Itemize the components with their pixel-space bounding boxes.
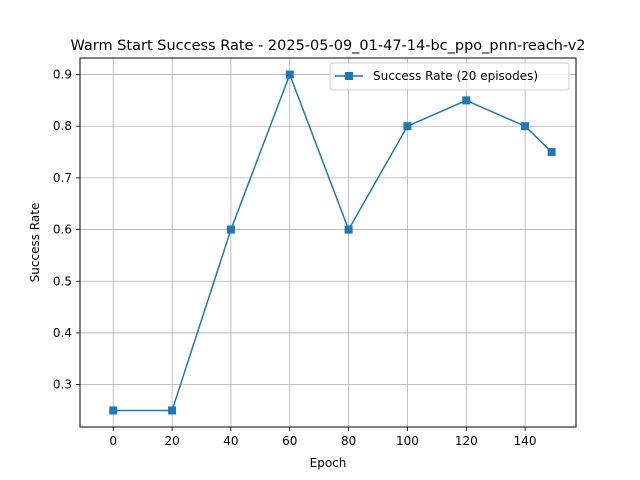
series-layer: [109, 70, 556, 415]
data-point-marker: [462, 96, 471, 105]
legend-label: Success Rate (20 episodes): [373, 69, 538, 83]
axis-ticks: 0 20 40 60 80 100 120 140 0.3 0.4 0.5 0.6 0.7 0.8 0.9: [53, 68, 537, 448]
data-point-marker: [521, 122, 530, 131]
y-tick-label: 0.8: [53, 119, 72, 133]
x-tick-label: 80: [341, 434, 356, 448]
data-point-marker: [547, 148, 556, 157]
legend-marker-square: [345, 72, 353, 80]
y-tick-label: 0.5: [53, 274, 72, 288]
x-tick-label: 120: [455, 434, 478, 448]
x-tick-label: 140: [514, 434, 537, 448]
y-axis-label: Success Rate: [28, 203, 42, 283]
chart-title: Warm Start Success Rate - 2025-05-09_01-…: [70, 38, 585, 54]
grid: [80, 58, 576, 427]
x-tick-label: 60: [282, 434, 297, 448]
data-point-marker: [344, 225, 353, 234]
data-point-marker: [403, 122, 412, 131]
y-tick-label: 0.4: [53, 326, 72, 340]
legend-frame: [329, 62, 570, 91]
legend: Success Rate (20 episodes): [329, 62, 570, 91]
x-tick-label: 40: [223, 434, 238, 448]
x-tick-label: 100: [396, 434, 419, 448]
x-axis-label: Epoch: [310, 456, 347, 470]
y-tick-label: 0.3: [53, 378, 72, 392]
x-tick-label: 20: [164, 434, 179, 448]
data-point-marker: [168, 406, 177, 415]
data-point-marker: [285, 70, 294, 79]
plot-frame: [79, 57, 577, 428]
data-point-marker: [109, 406, 118, 415]
data-point-marker: [226, 225, 235, 234]
y-tick-label: 0.9: [53, 68, 72, 82]
y-tick-label: 0.6: [53, 223, 72, 237]
y-tick-label: 0.7: [53, 171, 72, 185]
x-tick-label: 0: [109, 434, 117, 448]
